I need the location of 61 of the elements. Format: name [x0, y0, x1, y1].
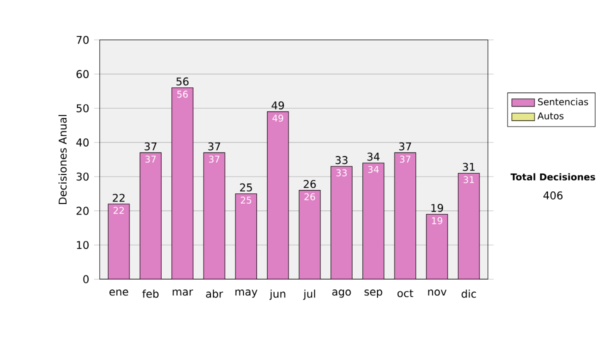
y-tick-label: 50 [76, 104, 89, 112]
bar [426, 214, 448, 280]
total-label: 37 [399, 142, 412, 150]
data-label: 33 [336, 169, 347, 176]
y-axis-title: Decisiones Anual [58, 115, 67, 204]
y-tick-label: 30 [76, 172, 89, 181]
total-label: 34 [367, 152, 380, 161]
bar [394, 152, 416, 280]
legend-label: Autos [538, 112, 564, 120]
data-label: 19 [432, 217, 442, 224]
total-label: 37 [208, 142, 220, 150]
bar [267, 112, 289, 280]
total-label: 22 [112, 194, 124, 202]
x-tick-label: feb [142, 290, 159, 298]
legend-label: Sentencias [538, 98, 588, 106]
bar [235, 194, 257, 280]
bar [330, 166, 352, 280]
y-tick-label: 70 [76, 36, 89, 44]
x-tick-label: sep [364, 290, 382, 298]
total-label: 37 [144, 142, 156, 150]
x-tick-label: mar [172, 290, 194, 296]
x-tick-label: nov [428, 290, 446, 296]
bar [362, 162, 384, 280]
bar [458, 172, 480, 280]
x-tick-label: may [235, 290, 258, 298]
x-tick-label: oct [398, 290, 414, 298]
data-label: 49 [272, 114, 284, 122]
data-label: 56 [177, 90, 188, 98]
x-tick-label: ago [332, 290, 351, 298]
x-tick-label: dic [462, 290, 476, 298]
x-tick-label: jul [303, 290, 316, 300]
bar [108, 204, 130, 280]
y-tick-label: 40 [76, 138, 89, 146]
data-label: 26 [304, 193, 316, 200]
data-label: 34 [368, 166, 379, 173]
text: Total Decisiones [510, 173, 596, 180]
total-label: 49 [272, 101, 284, 110]
bar [140, 152, 162, 280]
bar [204, 152, 225, 280]
data-label: 37 [145, 156, 156, 163]
text: 406 [543, 191, 563, 200]
total-label: 26 [304, 180, 316, 188]
total-label: 33 [336, 156, 348, 164]
y-tick-label: 20 [76, 206, 89, 215]
data-label: 37 [209, 156, 220, 163]
total-label: 56 [176, 77, 189, 86]
data-label: 37 [400, 156, 410, 163]
data-label: 31 [464, 176, 474, 184]
data-label: 22 [114, 206, 124, 214]
total-label: 25 [240, 183, 252, 192]
y-tick-label: 60 [76, 70, 89, 78]
y-tick-label: 0 [83, 275, 89, 284]
x-tick-label: jun [270, 290, 286, 300]
bar [172, 88, 194, 280]
total-label: 19 [431, 204, 444, 212]
data-label: 25 [240, 196, 252, 204]
total-label: 31 [462, 162, 475, 171]
x-tick-label: ene [109, 290, 128, 296]
bar [299, 190, 320, 280]
y-tick-label: 10 [76, 240, 89, 250]
x-tick-label: abr [206, 290, 224, 298]
